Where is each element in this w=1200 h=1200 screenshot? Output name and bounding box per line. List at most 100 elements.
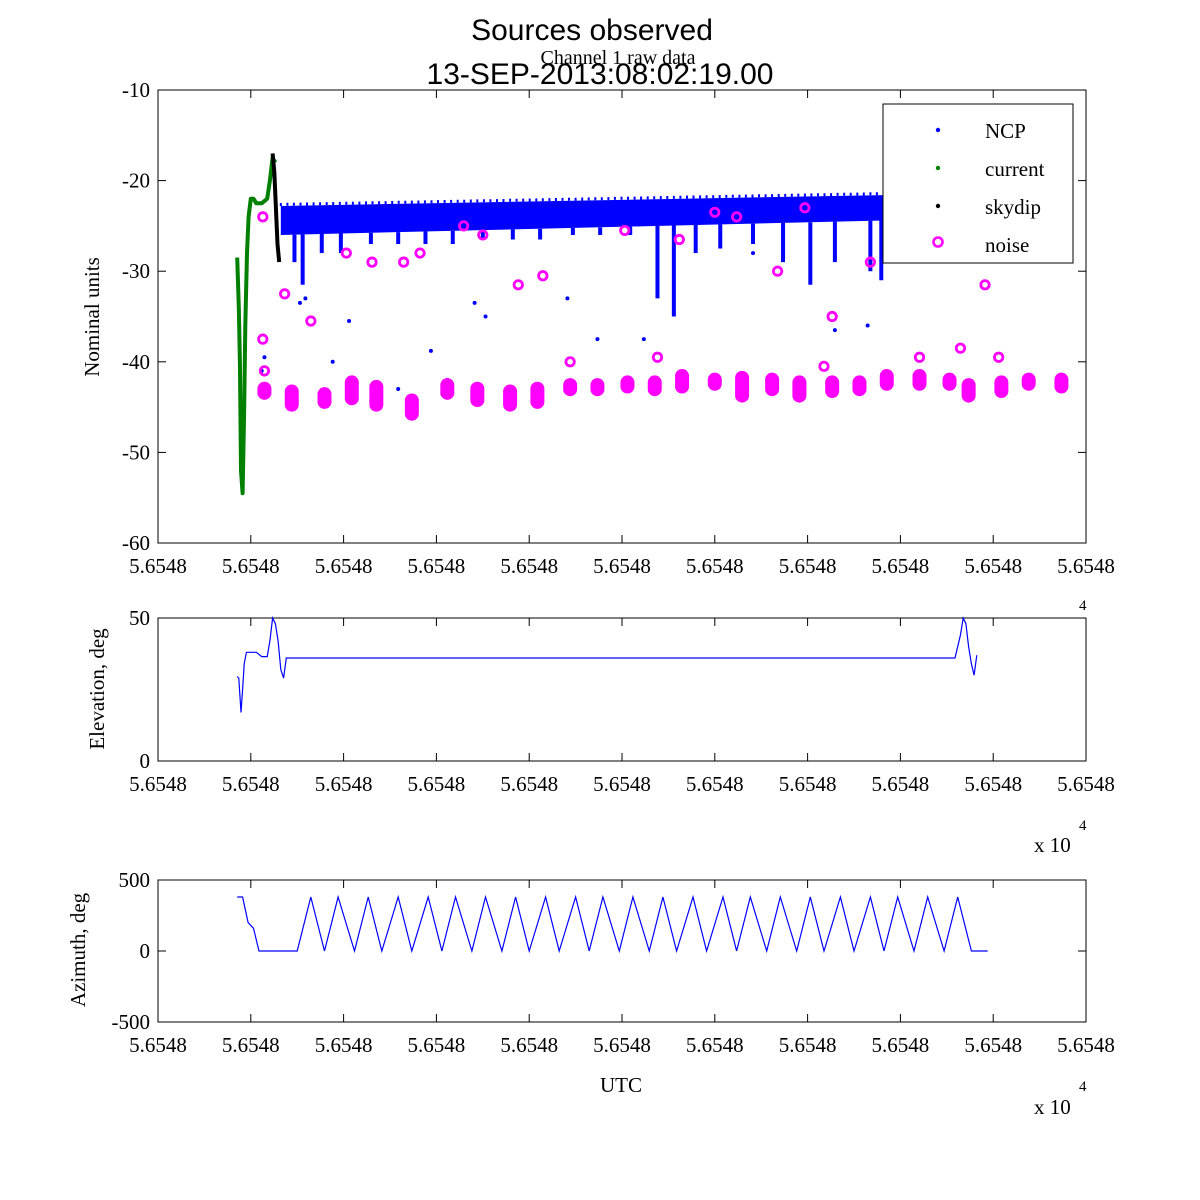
noise-marker — [771, 265, 784, 277]
azimuth-plot-area — [237, 894, 988, 954]
noise-cluster — [440, 378, 455, 400]
legend-skydip-label: skydip — [985, 195, 1041, 219]
x-tick-label: 5.6548 — [779, 554, 837, 578]
noise-marker — [619, 224, 631, 237]
noise-cluster — [994, 375, 1009, 399]
noise-cluster — [1021, 372, 1036, 391]
azimuth-exponent-power: 4 — [1079, 1079, 1087, 1095]
y-tick-label: -30 — [122, 259, 150, 283]
azimuth-x-axis-label: UTC — [600, 1073, 642, 1097]
x-tick-label: 5.6548 — [779, 772, 837, 796]
legend-current-label: current — [985, 157, 1045, 181]
noise-cluster — [942, 372, 957, 391]
noise-marker — [731, 211, 743, 223]
x-tick-label: 5.6548 — [872, 554, 930, 578]
y-tick-label: -10 — [122, 78, 150, 102]
noise-cluster — [765, 372, 780, 397]
legend-ncp-marker — [935, 127, 941, 133]
x-tick-label: 5.6548 — [686, 1033, 744, 1057]
x-tick-label: 5.6548 — [593, 772, 651, 796]
noise-cluster — [503, 384, 518, 412]
noise-marker — [537, 270, 549, 282]
legend-ncp-label: NCP — [985, 119, 1026, 143]
noise-marker — [257, 211, 269, 223]
legend-current-marker — [935, 165, 941, 171]
noise-marker — [398, 256, 410, 268]
y-tick-label: 50 — [129, 606, 150, 630]
raw-data-subtitle: Channel 1 raw data — [541, 47, 696, 69]
noise-cluster — [257, 381, 272, 400]
noise-cluster — [675, 369, 690, 394]
ncp-point — [865, 323, 870, 328]
noise-cluster — [647, 375, 662, 397]
noise-marker — [864, 256, 876, 268]
current-series — [235, 155, 278, 496]
ncp-point — [832, 328, 837, 333]
legend-skydip-marker — [935, 203, 941, 209]
noise-cluster — [735, 370, 750, 403]
noise-cluster — [912, 369, 927, 391]
ncp-band — [280, 195, 885, 235]
legend: NCP current skydip noise — [882, 103, 1074, 264]
noise-marker — [826, 310, 838, 323]
ncp-point — [565, 296, 570, 301]
x-tick-label: 5.6548 — [129, 554, 187, 578]
y-tick-label: -20 — [122, 169, 150, 193]
noise-marker — [993, 351, 1005, 363]
raw-data-panel: 5.6548 5.6548 5.6548 5.6548 5.6548 5.6548 5.65… — [80, 78, 1115, 578]
noise-marker — [709, 206, 721, 218]
noise-marker — [414, 247, 426, 259]
x-tick-label: 5.6548 — [408, 1033, 466, 1057]
ncp-band-texture — [279, 192, 885, 206]
legend-box — [882, 103, 1074, 264]
x-tick-label: 5.6548 — [129, 772, 187, 796]
noise-cluster — [470, 381, 485, 408]
x-tick-label: 5.6548 — [1057, 772, 1115, 796]
noise-cluster — [563, 378, 578, 397]
y-tick-label: 0 — [140, 939, 151, 963]
azimuth-ticks: 5.6548 5.6548 5.6548 5.6548 5.6548 5.6548 5.65… — [112, 868, 1115, 1057]
x-tick-label: 5.6548 — [315, 554, 373, 578]
elevation-line — [236, 615, 978, 713]
legend-noise-label: noise — [985, 233, 1029, 257]
noise-marker — [818, 360, 830, 372]
x-tick-label: 5.6548 — [222, 772, 280, 796]
azimuth-panel: 5.6548 5.6548 5.6548 5.6548 5.6548 5.6548 5.65… — [66, 868, 1115, 1119]
ncp-point — [347, 319, 352, 324]
x-tick-label: 5.6548 — [408, 554, 466, 578]
skydip-series — [270, 153, 282, 263]
x-tick-label: 5.6548 — [964, 554, 1022, 578]
x-tick-label: 5.6548 — [222, 1033, 280, 1057]
x-tick-label: 5.6548 — [593, 1033, 651, 1057]
x-tick-label: 5.6548 — [593, 554, 651, 578]
x-tick-label: 5.6548 — [964, 1033, 1022, 1057]
legend-noise-marker — [932, 236, 944, 248]
noise-marker — [651, 351, 664, 363]
noise-marker — [279, 288, 291, 300]
x-tick-label: 5.6548 — [872, 1033, 930, 1057]
ncp-point — [303, 296, 308, 301]
y-tick-label: 0 — [140, 749, 151, 773]
x-tick-label: 5.6548 — [779, 1033, 837, 1057]
elevation-exponent-base: x 10 — [1034, 833, 1071, 857]
noise-marker — [979, 279, 991, 291]
noise-cluster — [1054, 372, 1069, 394]
ncp-point — [330, 359, 335, 364]
noise-cluster — [369, 379, 384, 412]
x-tick-label: 5.6548 — [686, 554, 744, 578]
noise-cluster — [707, 372, 722, 391]
x-tick-label: 5.6548 — [686, 772, 744, 796]
ncp-point — [641, 337, 646, 342]
ncp-point — [483, 314, 488, 319]
ncp-point — [396, 386, 401, 391]
ncp-point — [428, 348, 433, 353]
x-tick-label: 5.6548 — [500, 772, 558, 796]
raw-data-plot-area — [235, 153, 1069, 496]
noise-marker — [564, 356, 576, 368]
ncp-point — [595, 337, 600, 342]
x-tick-label: 5.6548 — [315, 772, 373, 796]
elevation-plot-area — [236, 615, 978, 713]
x-tick-label: 5.6548 — [500, 554, 558, 578]
azimuth-exponent-base: x 10 — [1034, 1095, 1071, 1119]
